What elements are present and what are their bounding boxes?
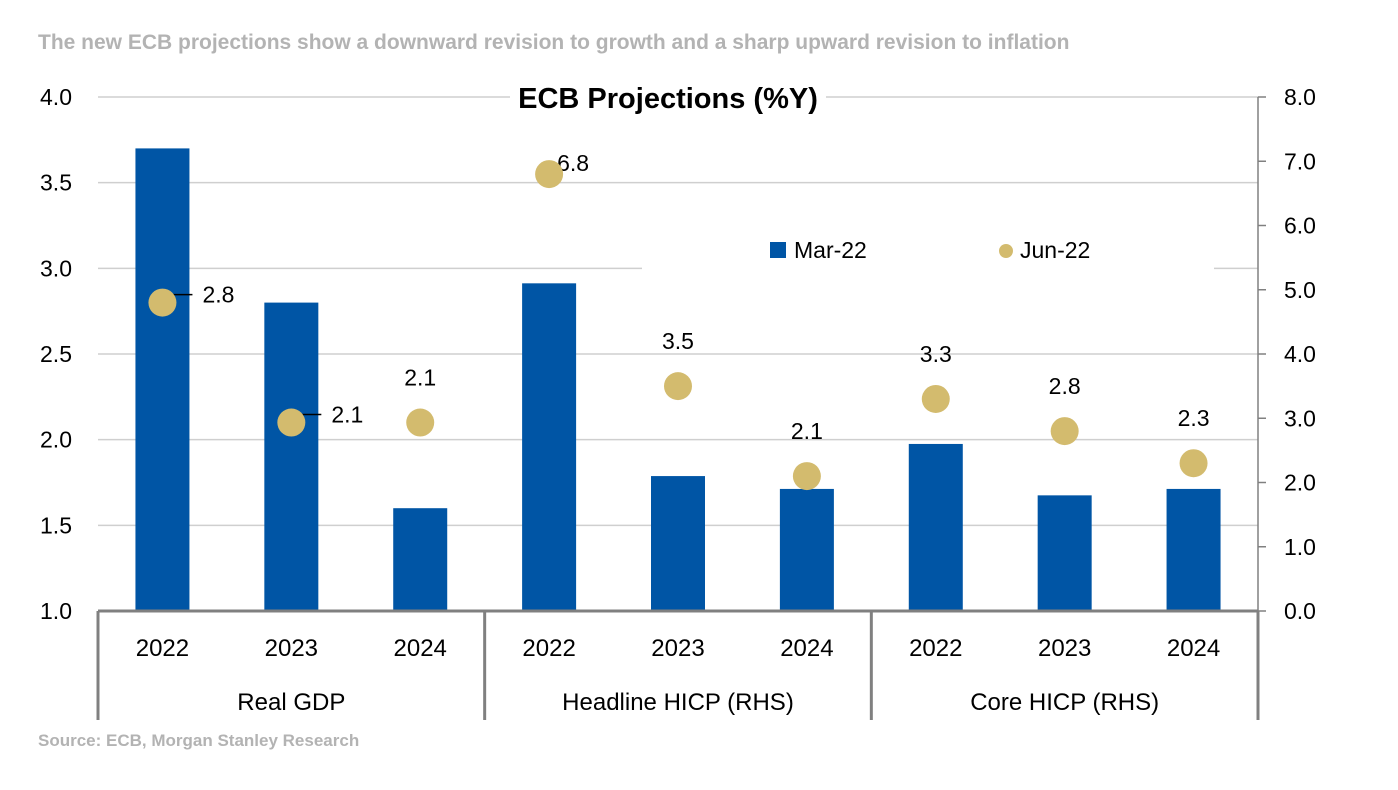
bar-Mar-22 xyxy=(135,148,190,611)
labels: 2.82.12.16.83.52.13.32.82.3 xyxy=(161,150,1210,444)
bar-Mar-22 xyxy=(651,476,705,611)
data-label: 2.8 xyxy=(1049,373,1081,399)
bar-Mar-22 xyxy=(393,508,448,611)
x-category-label: 2022 xyxy=(909,635,962,662)
legend-label: Mar-22 xyxy=(794,237,867,263)
x-category-label: 2023 xyxy=(1038,635,1091,662)
y-right-tick-label: 8.0 xyxy=(1284,84,1316,110)
legend: Mar-22 Jun-22 xyxy=(642,218,1214,274)
bar-Mar-22 xyxy=(779,488,834,611)
data-label: 2.1 xyxy=(404,365,436,391)
data-label: 3.3 xyxy=(920,341,952,367)
bars xyxy=(135,148,1221,611)
data-label: 2.8 xyxy=(202,282,234,308)
y-right-tick-label: 4.0 xyxy=(1284,341,1316,367)
x-category-label: 2024 xyxy=(1167,635,1220,662)
legend-background xyxy=(642,218,1214,274)
y-left-tick-label: 2.0 xyxy=(40,427,72,453)
bar-Mar-22 xyxy=(264,302,319,611)
chart-header-text: The new ECB projections show a downward … xyxy=(38,31,1070,54)
marker-Jun-22 xyxy=(921,384,950,413)
y-right-tick-label: 2.0 xyxy=(1284,470,1316,496)
marker-Jun-22 xyxy=(664,372,692,401)
bar-Mar-22 xyxy=(1037,495,1092,611)
y-left-tick-label: 1.5 xyxy=(40,512,72,538)
marker-Jun-22 xyxy=(406,408,435,437)
bar-Mar-22 xyxy=(908,443,963,611)
y-left-tick-label: 4.0 xyxy=(40,84,72,110)
chart-title-background xyxy=(510,78,826,120)
marker-Jun-22 xyxy=(535,160,564,189)
x-group-label: Headline HICP (RHS) xyxy=(562,689,794,716)
marker-Jun-22 xyxy=(148,288,177,317)
chart-title: ECB Projections (%Y) xyxy=(518,83,818,115)
y-left-tick-label: 3.5 xyxy=(40,170,72,196)
legend-swatch-marker xyxy=(999,244,1013,258)
y-right-tick-label: 3.0 xyxy=(1284,405,1316,431)
legend-swatch-bar xyxy=(770,242,786,258)
y-right-tick-label: 7.0 xyxy=(1284,148,1316,174)
x-group-label: Real GDP xyxy=(237,689,345,716)
marker-Jun-22 xyxy=(277,408,306,437)
legend-label: Jun-22 xyxy=(1020,237,1090,263)
x-category-label: 2024 xyxy=(780,635,833,662)
source-note: Source: ECB, Morgan Stanley Research xyxy=(38,731,360,750)
axes: 1.0 1.5 2.0 2.5 3.0 3.5 4.0 0.0 1.0 2.0 3.0 4.0 5.0 6… xyxy=(40,84,1316,720)
y-right-tick-label: 6.0 xyxy=(1284,213,1316,239)
data-label: 2.3 xyxy=(1178,405,1210,431)
y-right-tick-label: 5.0 xyxy=(1284,277,1316,303)
y-right-tick-label: 0.0 xyxy=(1284,598,1316,624)
data-label: 2.1 xyxy=(791,418,823,444)
y-left-tick-label: 3.0 xyxy=(40,255,72,281)
x-category-label: 2022 xyxy=(522,635,575,662)
marker-Jun-22 xyxy=(1179,449,1208,478)
marker-Jun-22 xyxy=(1050,417,1079,446)
y-left-tick-label: 2.5 xyxy=(40,341,72,367)
bar-Mar-22 xyxy=(1166,488,1221,611)
y-left-tick-label: 1.0 xyxy=(40,598,72,624)
bar-Mar-22 xyxy=(522,283,577,611)
data-label: 3.5 xyxy=(662,328,694,354)
data-label: 2.1 xyxy=(331,402,363,428)
x-category-label: 2023 xyxy=(265,635,318,662)
x-category-label: 2023 xyxy=(651,635,704,662)
marker-Jun-22 xyxy=(792,462,821,491)
x-category-label: 2022 xyxy=(136,635,189,662)
x-category-label: 2024 xyxy=(394,635,447,662)
y-right-tick-label: 1.0 xyxy=(1284,534,1316,560)
x-group-label: Core HICP (RHS) xyxy=(970,689,1159,716)
markers xyxy=(148,160,1208,491)
